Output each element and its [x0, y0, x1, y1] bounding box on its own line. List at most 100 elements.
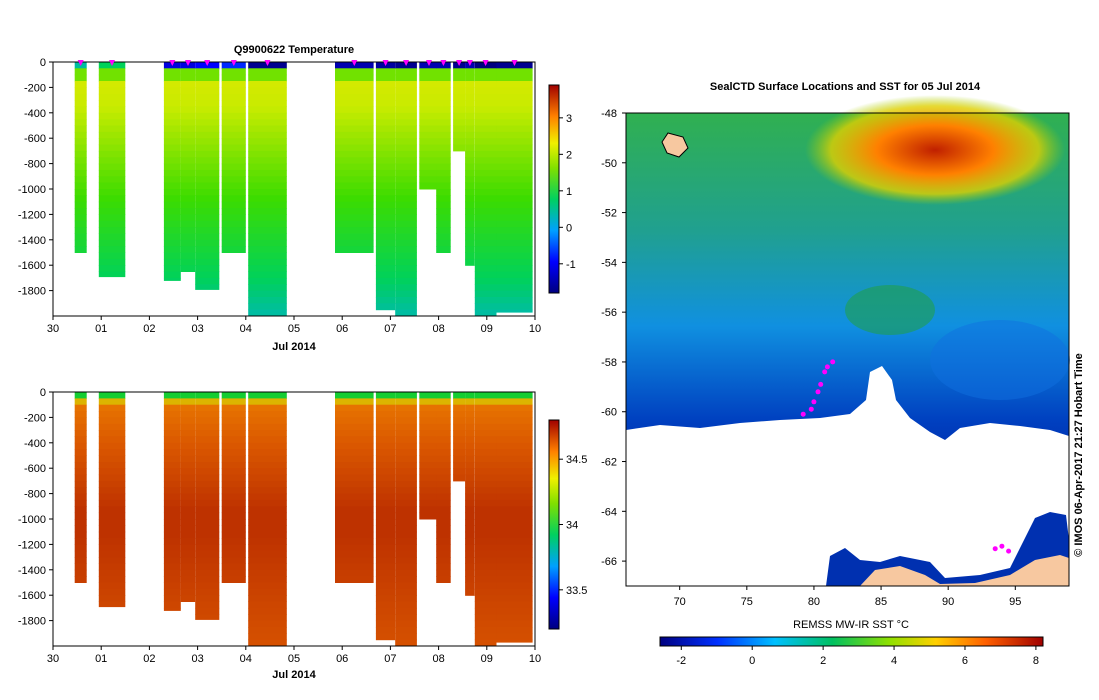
profile-cell	[375, 258, 396, 266]
profile-cell	[419, 144, 439, 152]
profile-cell	[248, 627, 287, 634]
profile-cell	[474, 588, 497, 596]
profile-cell	[395, 506, 417, 514]
profile-cell	[221, 87, 246, 95]
profile-cell	[496, 449, 533, 456]
profile-cell	[465, 449, 475, 456]
profile-cell	[180, 182, 196, 190]
profile-cell	[248, 569, 287, 577]
profile-cell	[98, 576, 126, 583]
profile-cell	[180, 430, 196, 437]
profile-cell	[496, 392, 533, 399]
profile-cell	[375, 163, 396, 171]
profile-cell	[98, 87, 126, 95]
profile-cell	[163, 131, 181, 139]
map-title: SealCTD Surface Locations and SST for 05…	[710, 81, 981, 93]
profile-cell	[496, 271, 533, 279]
profile-cell	[221, 404, 246, 412]
profile-cell	[375, 430, 396, 437]
profile-cell	[195, 423, 220, 431]
profile-cell	[465, 512, 475, 520]
profile-cell	[474, 309, 497, 317]
profile-cell	[74, 233, 87, 241]
profile-cell	[474, 398, 497, 406]
profile-cell	[419, 112, 439, 120]
profile-cell	[453, 144, 466, 152]
profile-cell	[436, 576, 451, 583]
profile-cell	[395, 87, 417, 95]
salinity-x-label: Jul 2014	[272, 669, 316, 681]
profile-cell	[496, 576, 533, 583]
profile-cell	[74, 525, 87, 533]
profile-cell	[465, 544, 475, 552]
x-tick-label: 30	[47, 653, 59, 665]
profile-cell	[496, 468, 533, 476]
profile-cell	[221, 499, 246, 507]
profile-cell	[496, 601, 533, 609]
profile-cell	[395, 487, 417, 495]
profile-cell	[375, 614, 396, 622]
profile-cell	[335, 93, 374, 101]
profile-cell	[248, 404, 287, 412]
profile-cell	[465, 588, 475, 596]
profile-cell	[248, 525, 287, 533]
profile-cell	[195, 576, 220, 583]
profile-cell	[221, 417, 246, 425]
profile-cell	[163, 182, 181, 190]
profile-cell	[335, 87, 374, 95]
x-tick-label: 09	[481, 653, 493, 665]
profile-cell	[335, 455, 374, 463]
profile-cell	[419, 157, 439, 165]
profile-cell	[163, 468, 181, 476]
profile-cell	[248, 468, 287, 476]
profile-cell	[496, 150, 533, 158]
profile-cell	[465, 233, 475, 241]
profile-cell	[335, 119, 374, 126]
profile-cell	[474, 189, 497, 196]
profile-cell	[98, 493, 126, 501]
profile-cell	[474, 252, 497, 260]
profile-cell	[496, 550, 533, 558]
profile-cell	[74, 195, 87, 203]
profile-cell	[221, 163, 246, 171]
sea-ice-mask	[626, 366, 1069, 586]
profile-cell	[98, 461, 126, 469]
profile-cell	[474, 620, 497, 628]
profile-cell	[180, 201, 196, 209]
profile-cell	[180, 169, 196, 177]
profile-cell	[248, 214, 287, 222]
profile-cell	[221, 487, 246, 495]
profile-cell	[248, 81, 287, 88]
profile-cell	[395, 411, 417, 418]
track-point	[800, 411, 806, 417]
track-point	[818, 381, 824, 387]
temperature-cells	[74, 62, 533, 317]
profile-cell	[180, 252, 196, 260]
profile-cell	[335, 201, 374, 209]
profile-cell	[248, 303, 287, 311]
profile-cell	[375, 284, 396, 292]
profile-cell	[465, 252, 475, 260]
profile-cell	[496, 93, 533, 101]
profile-cell	[474, 277, 497, 285]
temperature-x-label: Jul 2014	[272, 341, 316, 353]
profile-cell	[465, 106, 475, 114]
profile-cell	[163, 195, 181, 203]
profile-cell	[395, 220, 417, 228]
profile-cell	[248, 461, 287, 469]
profile-cell	[195, 100, 220, 107]
map-x-tick-label: 75	[741, 596, 753, 608]
profile-cell	[98, 258, 126, 266]
profile-cell	[98, 563, 126, 571]
profile-cell	[496, 87, 533, 95]
profile-cell	[163, 582, 181, 590]
profile-cell	[335, 157, 374, 165]
profile-cell	[375, 100, 396, 107]
y-tick-label: -800	[24, 489, 46, 501]
profile-marker	[230, 60, 237, 66]
profile-cell	[465, 493, 475, 501]
profile-cell	[375, 576, 396, 583]
profile-cell	[195, 404, 220, 412]
profile-cell	[248, 138, 287, 146]
profile-cell	[98, 182, 126, 190]
